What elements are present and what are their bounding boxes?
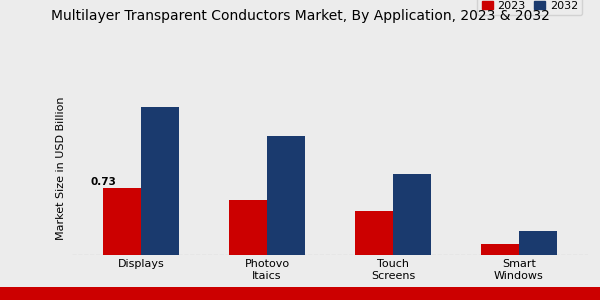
Bar [519,231,557,255]
Bar [229,200,267,255]
Text: Multilayer Transparent Conductors Market, By Application, 2023 & 2032: Multilayer Transparent Conductors Market… [50,9,550,23]
Bar [103,188,141,255]
Bar [355,211,393,255]
Bar [481,244,519,255]
Y-axis label: Market Size in USD Billion: Market Size in USD Billion [56,96,67,240]
Bar [267,136,305,255]
Text: 0.73: 0.73 [90,177,116,187]
Legend: 2023, 2032: 2023, 2032 [477,0,583,15]
Bar [141,106,179,255]
Bar [393,174,431,255]
